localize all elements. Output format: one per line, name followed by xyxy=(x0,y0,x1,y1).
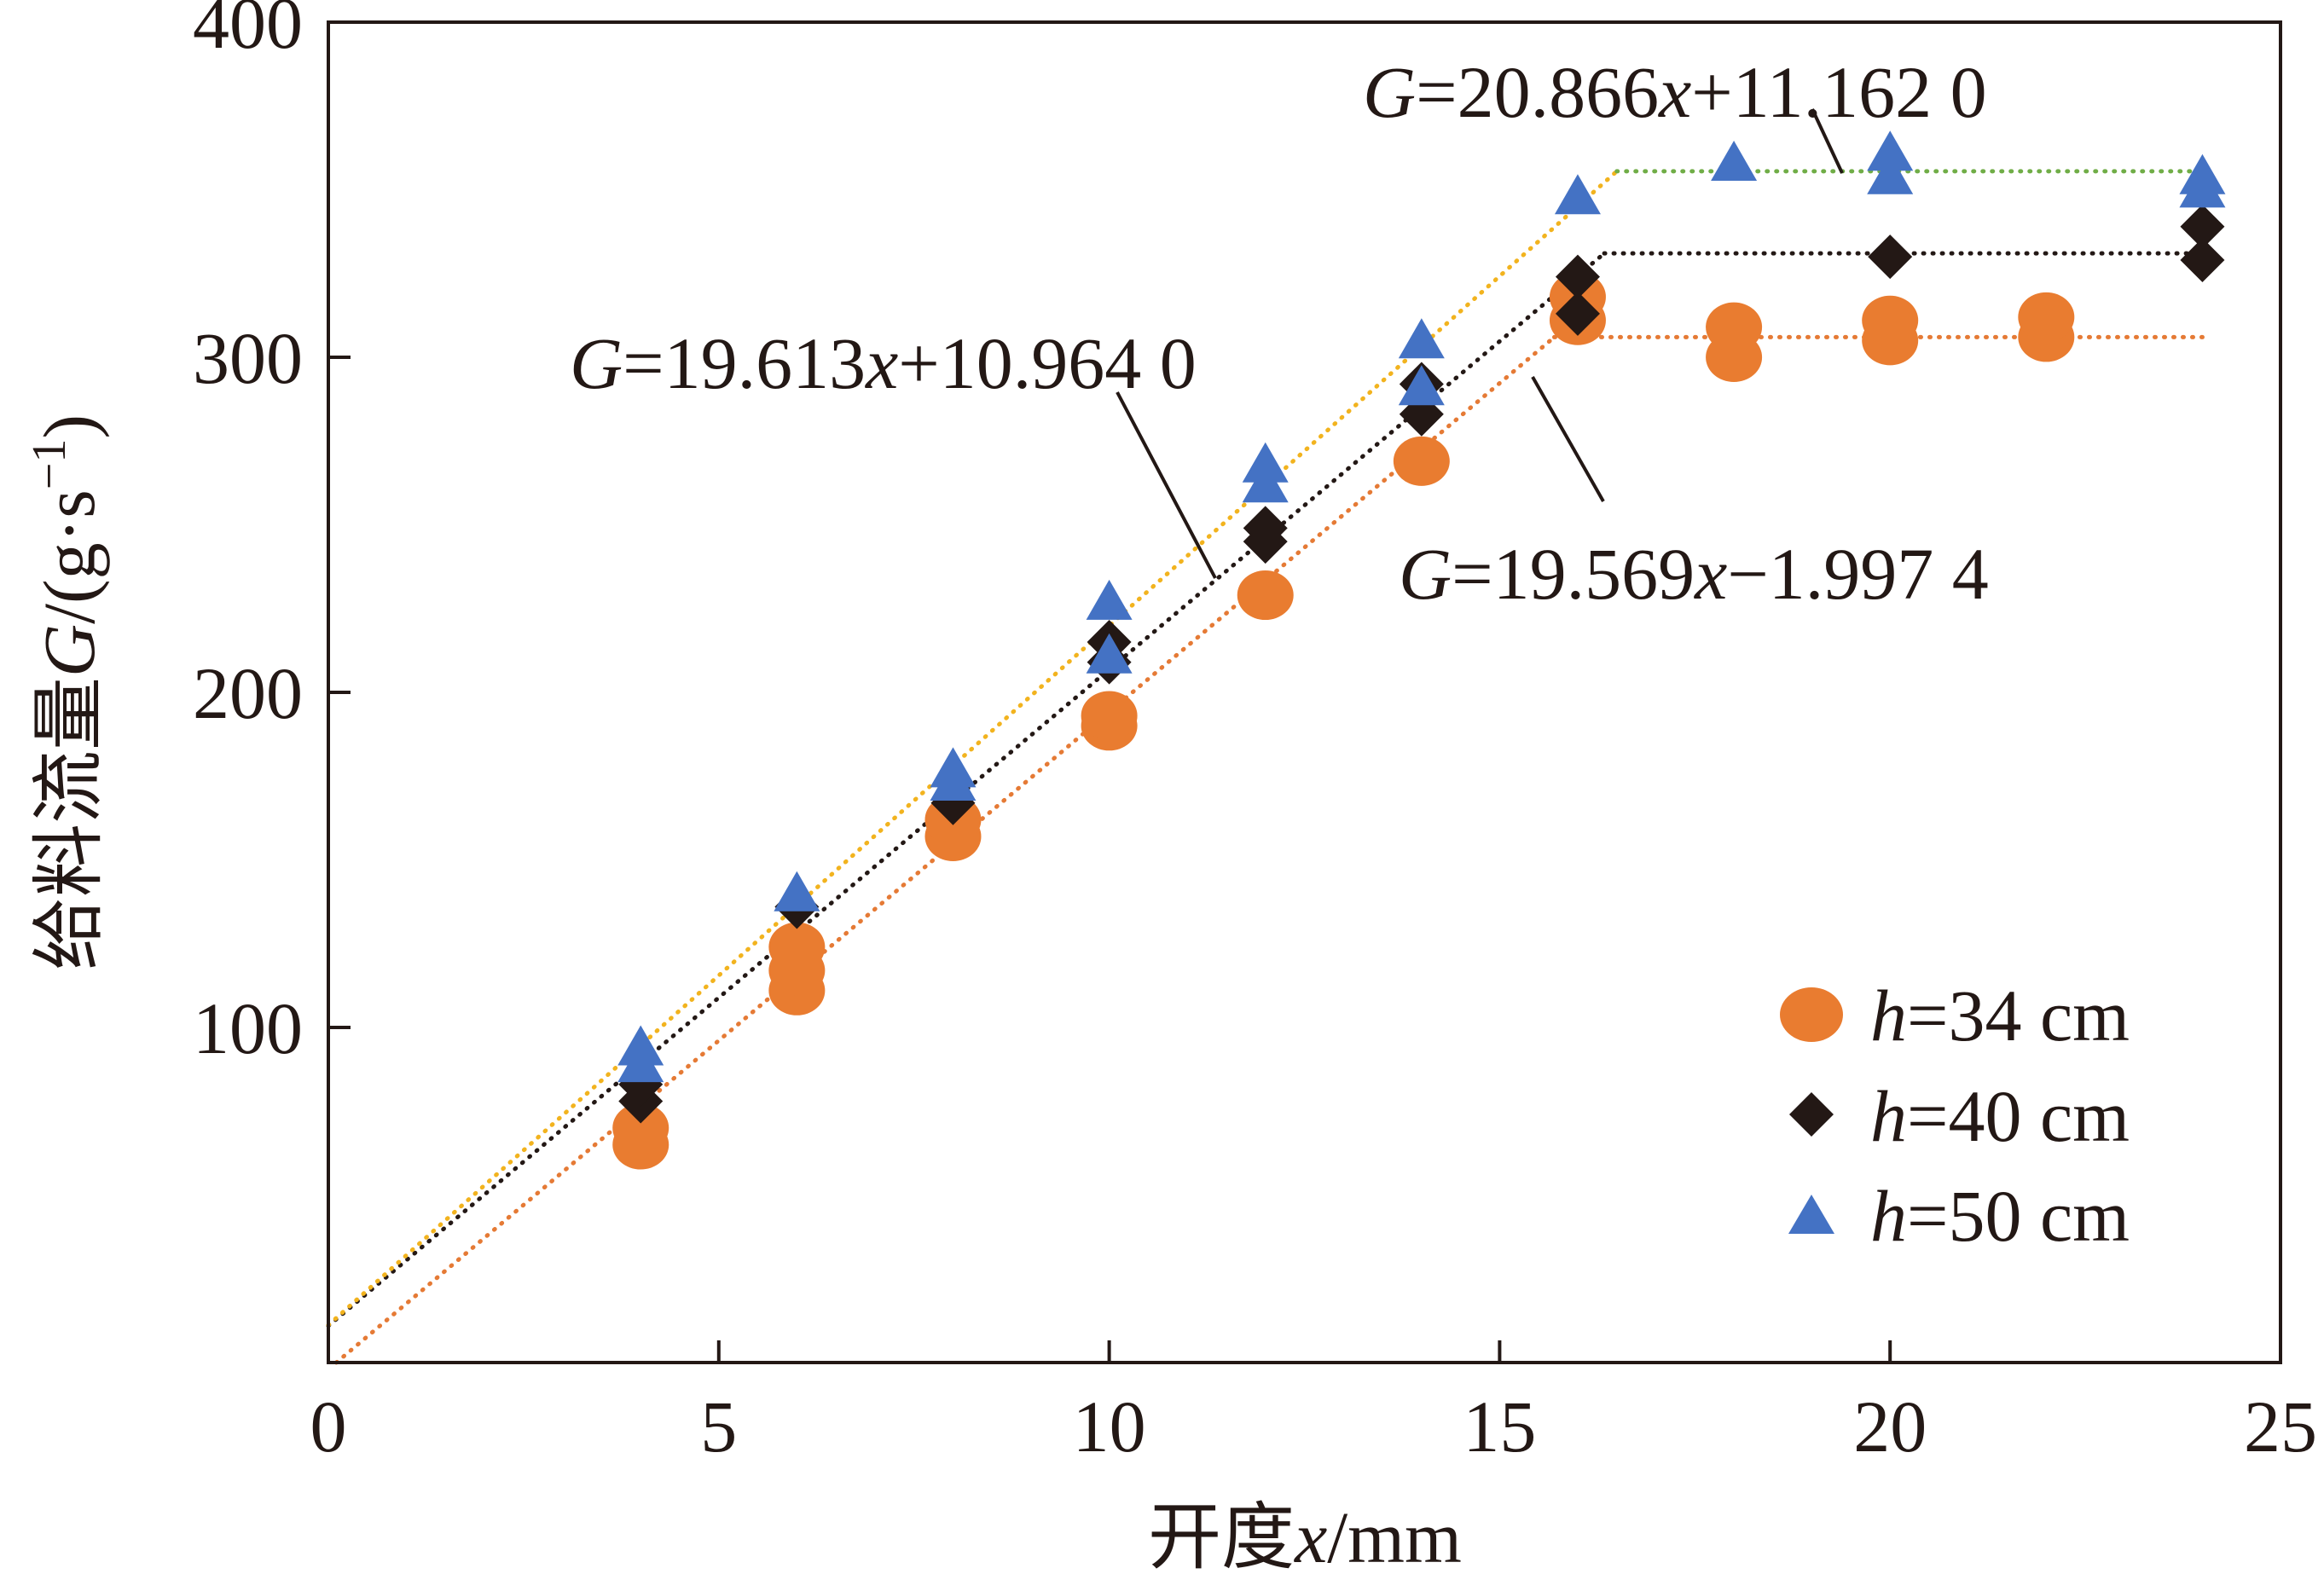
data-point-h40 xyxy=(1555,254,1600,299)
data-point-h34 xyxy=(1393,436,1450,486)
annotation-fit-h40: G=19.613x+10.964 0 xyxy=(570,322,1197,404)
x-axis-ticks: 0 5 10 15 20 25 xyxy=(310,1340,2317,1467)
data-point-h34 xyxy=(1706,302,1763,352)
data-point-h50 xyxy=(1398,318,1445,359)
data-point-h50 xyxy=(1242,442,1289,483)
annotation-leader-h40 xyxy=(1116,391,1217,579)
x-tick-label: 10 xyxy=(1073,1386,1146,1467)
data-point-h50 xyxy=(774,871,820,911)
legend-label-h34: h=34 cm xyxy=(1870,975,2130,1056)
x-axis-title: 开度x/mm xyxy=(1148,1496,1462,1574)
annotations: G=20.866x+11.162 0 G=19.613x+10.964 0 G=… xyxy=(570,51,1989,615)
x-tick-label: 25 xyxy=(2244,1386,2317,1467)
data-point-h34 xyxy=(2018,292,2075,342)
data-point-h50 xyxy=(1711,140,1758,181)
annotation-leader-h50 xyxy=(1811,108,1844,174)
y-tick-label: 400 xyxy=(193,0,303,64)
data-point-h34 xyxy=(1862,295,1919,345)
data-point-h40 xyxy=(2180,238,2225,283)
x-tick-label: 0 xyxy=(310,1386,347,1467)
legend-marker-h50 xyxy=(1788,1195,1834,1234)
legend: h=34 cm h=40 cm h=50 cm xyxy=(1780,975,2130,1257)
data-point-h50 xyxy=(1554,174,1601,215)
y-axis-ticks: 100 200 300 400 xyxy=(193,0,351,1069)
y-tick-label: 200 xyxy=(193,652,303,734)
data-points xyxy=(612,130,2226,1170)
x-tick-label: 15 xyxy=(1463,1386,1536,1467)
annotation-leader-h34 xyxy=(1531,376,1605,502)
annotation-fit-h50: G=20.866x+11.162 0 xyxy=(1363,51,1987,133)
fit-line-rising-2 xyxy=(326,169,1620,1328)
data-point-h50 xyxy=(1867,130,1914,171)
data-point-h34 xyxy=(1081,691,1138,741)
legend-label-h50: h=50 cm xyxy=(1870,1175,2130,1257)
data-point-h50 xyxy=(930,747,977,788)
data-point-h50 xyxy=(617,1025,664,1066)
data-point-h50 xyxy=(1086,579,1133,620)
legend-marker-h40 xyxy=(1789,1092,1834,1137)
legend-label-h40: h=40 cm xyxy=(1870,1075,2130,1157)
data-point-h40 xyxy=(1243,506,1288,551)
annotation-fit-h34: G=19.569x−1.997 4 xyxy=(1399,533,1989,615)
y-tick-label: 100 xyxy=(193,987,303,1069)
y-tick-label: 300 xyxy=(193,317,303,399)
data-point-h40 xyxy=(1868,234,1913,280)
data-point-h40 xyxy=(2180,204,2225,249)
data-point-h34 xyxy=(612,1102,669,1153)
data-point-h40 xyxy=(1555,291,1600,336)
legend-marker-h34 xyxy=(1780,987,1843,1042)
data-point-h50 xyxy=(1398,365,1445,406)
data-point-h34 xyxy=(768,922,826,972)
x-tick-label: 5 xyxy=(700,1386,737,1467)
data-point-h50 xyxy=(1242,462,1289,503)
data-point-h50 xyxy=(2179,153,2226,194)
y-axis-title: 给料流量G/(g·s−1) xyxy=(23,414,110,970)
data-point-h34 xyxy=(1237,570,1294,621)
x-tick-label: 20 xyxy=(1853,1386,1927,1467)
data-point-h50 xyxy=(1867,153,1914,194)
data-point-h50 xyxy=(1086,633,1133,674)
